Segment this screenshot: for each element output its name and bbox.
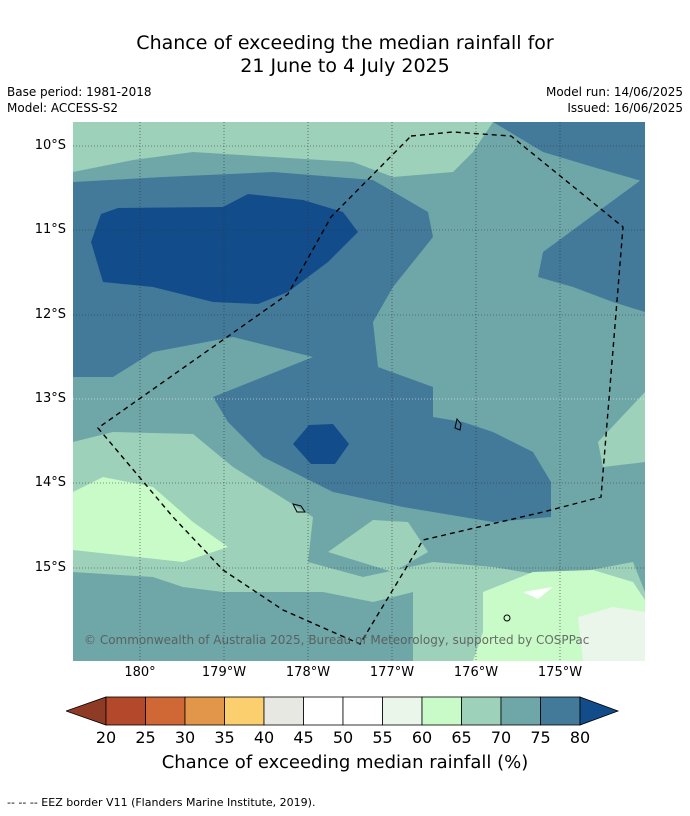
colorbar-tick-label: 35: [214, 728, 235, 747]
region-65-70-spot: [328, 520, 428, 572]
island-3: [503, 614, 511, 622]
colorbar-box: [263, 696, 304, 726]
colorbar-tick-label: 65: [451, 728, 472, 747]
model-name: Model: ACCESS-S2: [7, 101, 119, 115]
colorbar-tick-label: 25: [135, 728, 156, 747]
lat-label-10s: 10°S: [34, 138, 66, 153]
colorbar-box: [461, 696, 502, 726]
island-1: [454, 417, 462, 431]
lon-label-177w: 177°W: [369, 665, 415, 680]
colorbar-arrow-low: [66, 696, 107, 726]
issued-date: Issued: 16/06/2025: [567, 101, 683, 115]
lat-label-13s: 13°S: [34, 391, 66, 406]
chart-title-line1: Chance of exceeding the median rainfall …: [136, 32, 554, 54]
colorbar-title: Chance of exceeding median rainfall (%): [161, 752, 529, 773]
base-period: Base period: 1981-2018: [7, 85, 152, 99]
colorbar-tick-label: 40: [253, 728, 275, 747]
region-65-70-east: [598, 392, 645, 467]
colorbar-box: [224, 696, 265, 726]
lon-label-180: 180°: [124, 665, 156, 680]
graticule: [73, 122, 645, 661]
region-60-65-west: [73, 477, 228, 562]
region-50-55: [523, 587, 553, 599]
region-65-70-north: [73, 122, 493, 177]
copyright-notice: © Commonwealth of Australia 2025, Bureau…: [84, 633, 590, 647]
colorbar-box: [500, 696, 541, 726]
colorbar-tick-label: 75: [530, 728, 551, 747]
lon-label-176w: 176°W: [453, 665, 499, 680]
region-55-60: [578, 607, 645, 661]
colorbar-box: [303, 696, 344, 726]
region-75-80-ne: [493, 122, 645, 182]
colorbar-box: [105, 696, 146, 726]
lat-label-14s: 14°S: [34, 475, 66, 490]
colorbar-box: [421, 696, 462, 726]
colorbar-tick-label: 70: [490, 728, 512, 747]
colorbar-arrow-high: [579, 696, 620, 726]
colorbar-tick-label: 60: [411, 728, 433, 747]
eez-border: [96, 131, 624, 645]
lat-label-15s: 15°S: [34, 560, 66, 575]
colorbar-tick-label: 55: [372, 728, 393, 747]
lat-label-11s: 11°S: [34, 222, 66, 237]
eez-footnote: -- -- -- EEZ border V11 (Flanders Marine…: [7, 796, 316, 809]
island-2: [292, 503, 306, 513]
region-80-north: [91, 194, 358, 304]
region-80-south: [293, 424, 349, 464]
rainfall-map: [73, 122, 645, 661]
lon-label-179w: 179°W: [201, 665, 247, 680]
colorbar-box: [184, 696, 225, 726]
colorbar-tick-label: 20: [95, 728, 117, 747]
colorbar-box: [540, 696, 581, 726]
colorbar-tick-label: 45: [293, 728, 314, 747]
lat-label-12s: 12°S: [34, 307, 66, 322]
lon-label-178w: 178°W: [285, 665, 331, 680]
colorbar-box: [145, 696, 186, 726]
colorbar-box: [342, 696, 383, 726]
region-75-80-e: [538, 177, 645, 312]
colorbar-tick-label: 30: [174, 728, 196, 747]
colorbar-tick-label: 80: [569, 728, 591, 747]
colorbar-tick-label: 50: [332, 728, 354, 747]
model-run: Model run: 14/06/2025: [545, 85, 683, 99]
colorbar-box: [382, 696, 423, 726]
chart-title-line2: 21 June to 4 July 2025: [240, 55, 450, 77]
lon-label-175w: 175°W: [537, 665, 583, 680]
colorbar: [66, 696, 620, 726]
